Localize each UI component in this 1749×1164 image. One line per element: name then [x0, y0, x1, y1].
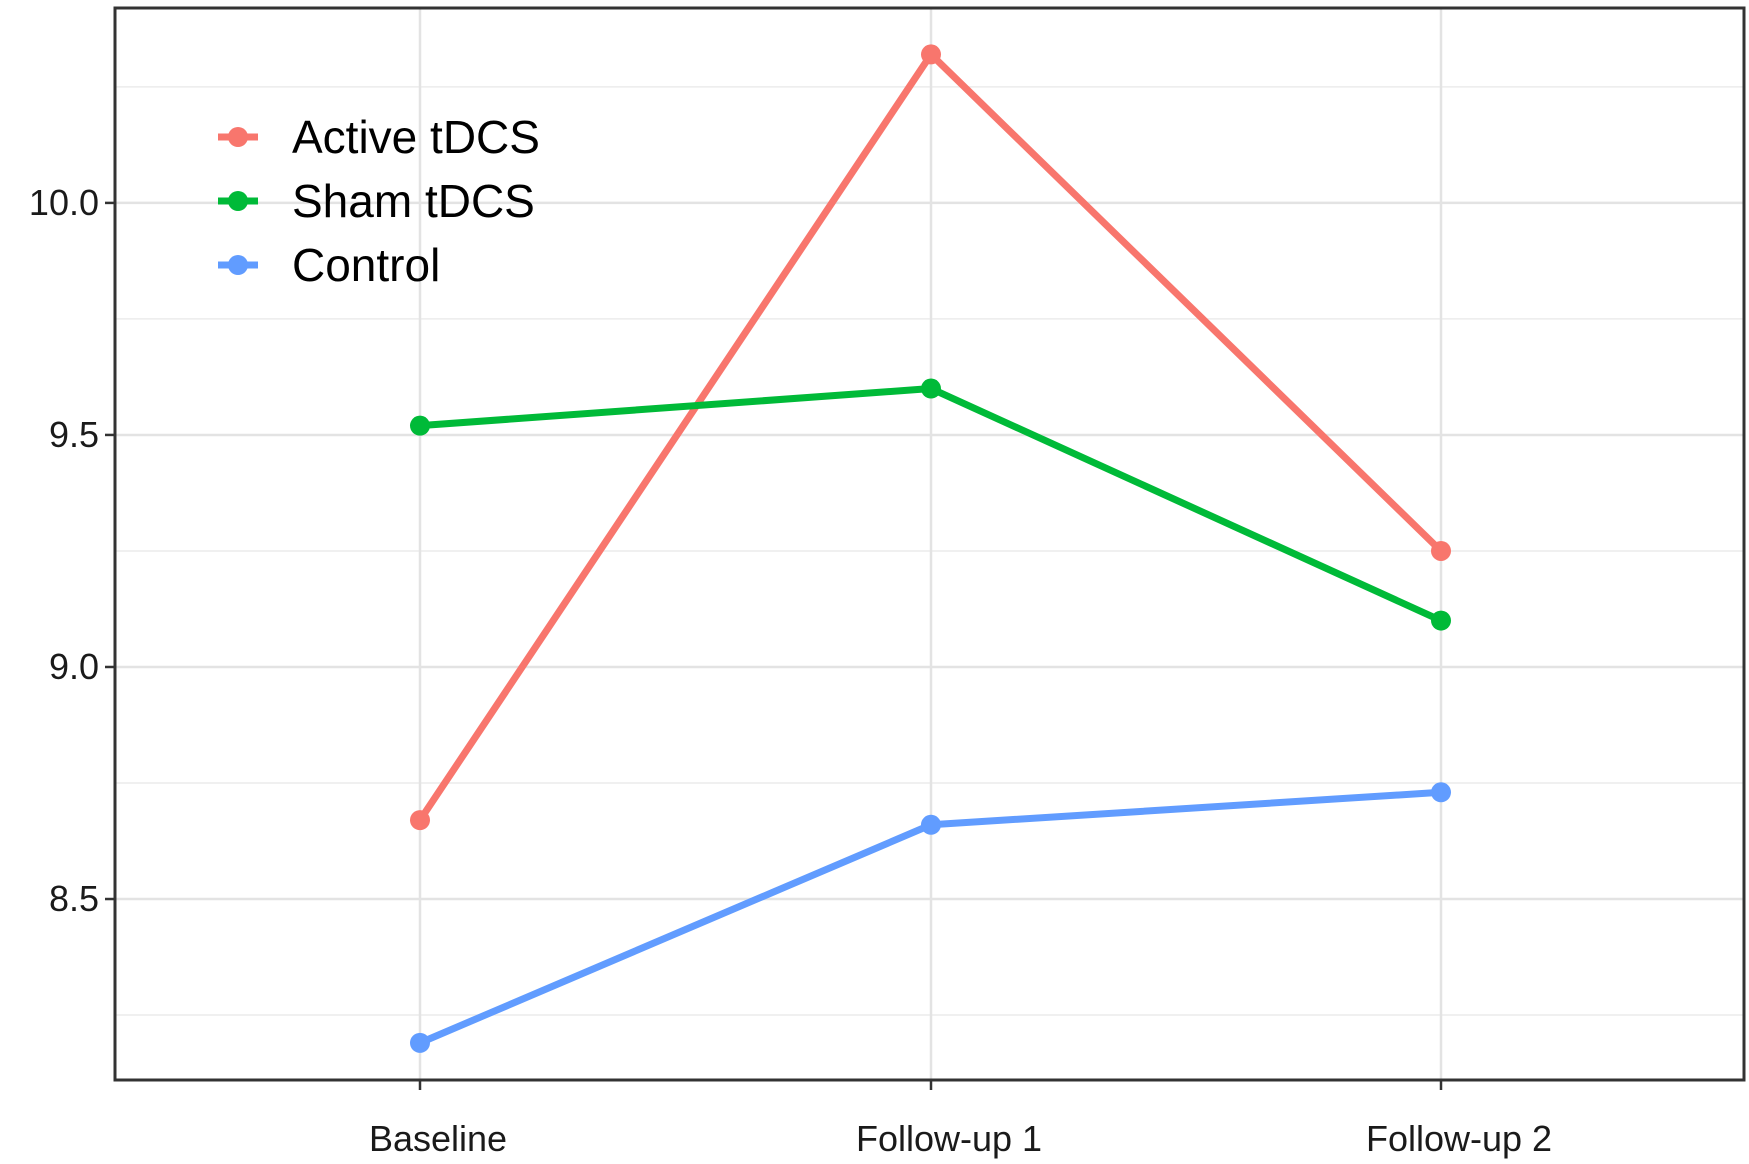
- y-tick-label-0: 8.5: [49, 878, 99, 919]
- plot-panel-border: [113, 6, 1746, 1082]
- series-layer: [410, 44, 1451, 1053]
- data-point-sham-tdcs-1: [921, 378, 941, 399]
- y-tick-label-3: 10.0: [29, 182, 99, 223]
- legend-marker-active-tdcs: [228, 127, 248, 147]
- axis-layer: 8.5 9.0 9.5 10.0 Baseline Follow-up 1 Follow-u…: [29, 182, 1552, 1159]
- data-point-control-0: [410, 1032, 430, 1053]
- data-point-active-tdcs-2: [1431, 540, 1451, 561]
- data-point-active-tdcs-0: [410, 810, 430, 831]
- x-tick-label-0: Baseline: [369, 1118, 507, 1159]
- legend-label-active-tdcs: Active tDCS: [292, 111, 540, 163]
- legend-marker-control: [228, 255, 248, 275]
- legend-marker-sham-tdcs: [228, 191, 248, 211]
- data-point-active-tdcs-1: [921, 44, 941, 65]
- y-tick-label-1: 9.0: [49, 646, 99, 687]
- data-point-control-2: [1431, 782, 1451, 803]
- y-tick-label-2: 9.5: [49, 414, 99, 455]
- legend: Active tDCS Sham tDCS Control: [218, 111, 540, 291]
- x-tick-label-1: Follow-up 1: [856, 1118, 1042, 1159]
- x-tick-label-2: Follow-up 2: [1366, 1118, 1552, 1159]
- data-point-sham-tdcs-2: [1431, 610, 1451, 631]
- data-point-control-1: [921, 814, 941, 835]
- legend-label-sham-tdcs: Sham tDCS: [292, 175, 535, 227]
- minor-gridlines: [115, 86, 1744, 1016]
- legend-label-control: Control: [292, 239, 440, 291]
- major-gridlines: [115, 8, 1744, 1080]
- data-point-sham-tdcs-0: [410, 415, 430, 436]
